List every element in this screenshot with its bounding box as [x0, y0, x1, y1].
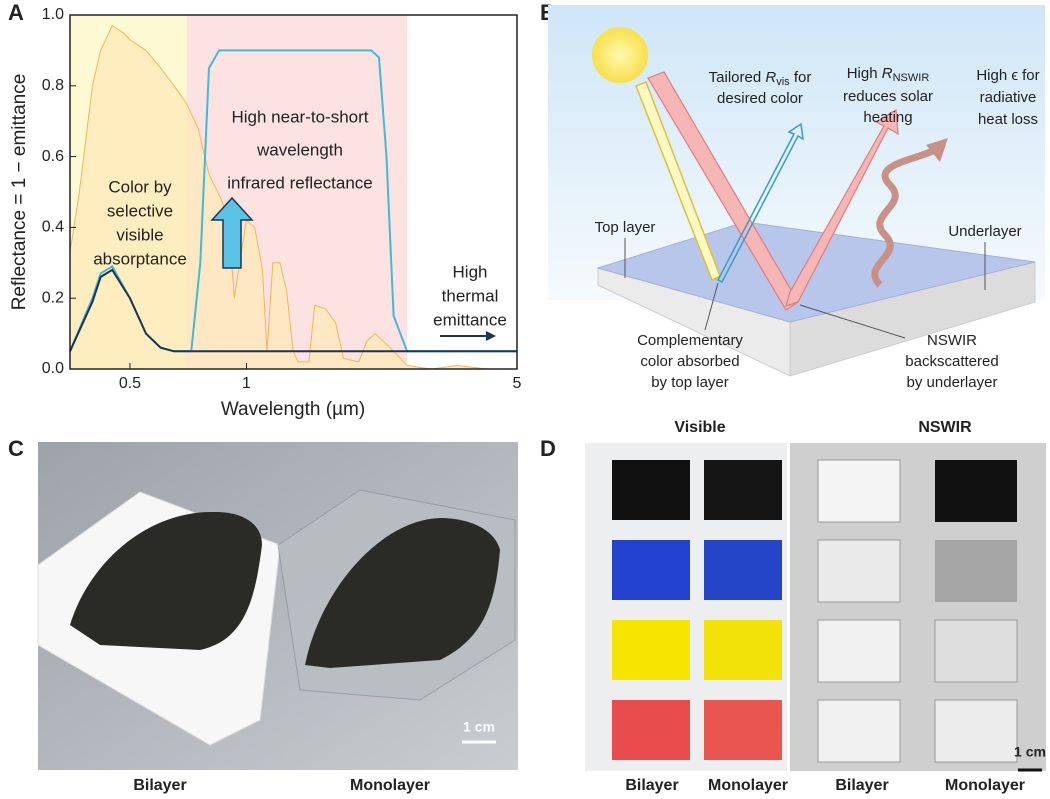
panel-label: D [540, 436, 556, 461]
y-tick-label: 0.0 [42, 360, 64, 377]
label: High ϵ for [976, 67, 1039, 84]
area [70, 25, 517, 370]
label: Bilayer [835, 777, 888, 794]
label: Tailored Rvis for [709, 69, 812, 88]
x-axis-label: Wavelength (µm) [221, 399, 365, 420]
y-axis-label: Reflectance = 1 − emittance [9, 74, 30, 311]
scale-label: 1 cm [463, 719, 495, 735]
line [69, 49, 517, 353]
nswir-ray-out [785, 108, 899, 307]
line [69, 268, 517, 353]
emission-ray [871, 146, 937, 288]
annotation: High near-to-short [231, 107, 368, 126]
label: Complementary [637, 332, 743, 349]
label: Monolayer [350, 777, 430, 794]
label: color absorbed [640, 353, 739, 370]
annotation: thermal [442, 286, 499, 305]
annotation: absorptance [93, 249, 187, 268]
coating [305, 518, 500, 668]
x-tick-label: 0.5 [119, 375, 141, 392]
label: High RNSWIR [847, 65, 930, 84]
x-tick-label: 1 [242, 375, 251, 392]
y-tick-label: 1.0 [42, 6, 64, 23]
chart: 0.0 0.2 0.4 0.6 0.8 1.0 0.5 1 5 Color by selective… [42, 6, 522, 392]
annotation: wavelength [256, 140, 343, 159]
label: reduces solar [843, 88, 933, 105]
y-tick-label: 0.4 [42, 219, 64, 236]
label: radiative [980, 89, 1037, 106]
annotation: selective [107, 201, 173, 220]
label: by top layer [651, 374, 729, 391]
label: Top layer [595, 219, 656, 236]
annotation: infrared reflectance [227, 173, 373, 192]
y-tick-label: 0.2 [42, 289, 64, 306]
y-tick-label: 0.6 [42, 148, 64, 165]
panel-label: C [8, 436, 24, 461]
panel-label: A [8, 0, 24, 25]
plot-frame [69, 14, 518, 370]
coating [70, 511, 262, 650]
label: desired color [717, 90, 803, 107]
annotation: Color by [108, 177, 172, 196]
leader-line [704, 282, 719, 331]
label: heating [863, 109, 912, 126]
emission-ray-head [926, 138, 948, 162]
label: Bilayer [625, 777, 678, 794]
label: Monolayer [945, 777, 1025, 794]
leader-line [799, 304, 906, 339]
annotation: emittance [433, 310, 507, 329]
up-arrow [210, 196, 254, 269]
reflected-visible-ray [716, 122, 804, 284]
label: heat loss [978, 111, 1038, 128]
header: Visible [674, 419, 725, 436]
annotation: visible [116, 225, 163, 244]
swatches [612, 459, 1018, 763]
header: NSWIR [918, 419, 972, 436]
label: backscattered [905, 353, 998, 370]
label: Bilayer [133, 777, 186, 794]
label: by underlayer [907, 374, 998, 391]
sun [592, 27, 648, 83]
label: NSWIR [927, 332, 977, 349]
label: Monolayer [708, 777, 788, 794]
label: Underlayer [948, 223, 1021, 240]
scale-label: 1 cm [1014, 744, 1046, 760]
arrow-head [486, 331, 496, 341]
y-tick-label: 0.8 [42, 77, 64, 94]
annotation: High [453, 262, 488, 281]
x-tick-label: 5 [513, 375, 522, 392]
